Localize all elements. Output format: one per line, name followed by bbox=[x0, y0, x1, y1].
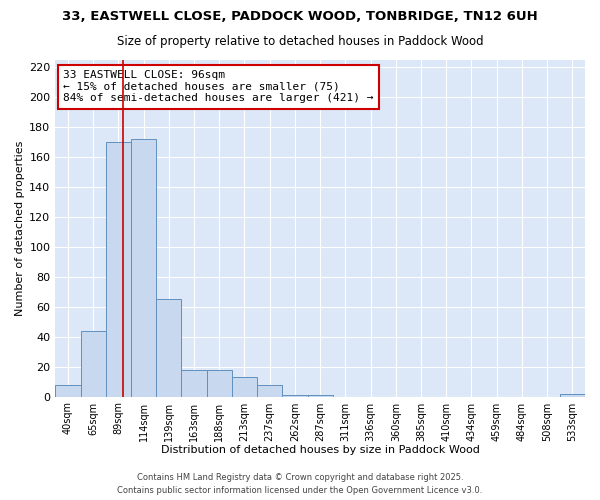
X-axis label: Distribution of detached houses by size in Paddock Wood: Distribution of detached houses by size … bbox=[161, 445, 479, 455]
Bar bbox=[156, 300, 181, 396]
Bar bbox=[55, 384, 80, 396]
Bar bbox=[181, 370, 206, 396]
Bar bbox=[106, 142, 131, 396]
Text: 33, EASTWELL CLOSE, PADDOCK WOOD, TONBRIDGE, TN12 6UH: 33, EASTWELL CLOSE, PADDOCK WOOD, TONBRI… bbox=[62, 10, 538, 23]
Y-axis label: Number of detached properties: Number of detached properties bbox=[15, 140, 25, 316]
Bar bbox=[283, 395, 308, 396]
Text: Contains HM Land Registry data © Crown copyright and database right 2025.
Contai: Contains HM Land Registry data © Crown c… bbox=[118, 474, 482, 495]
Text: Size of property relative to detached houses in Paddock Wood: Size of property relative to detached ho… bbox=[116, 35, 484, 48]
Bar bbox=[131, 140, 156, 396]
Bar bbox=[80, 331, 106, 396]
Bar bbox=[308, 395, 333, 396]
Bar bbox=[206, 370, 232, 396]
Text: 33 EASTWELL CLOSE: 96sqm
← 15% of detached houses are smaller (75)
84% of semi-d: 33 EASTWELL CLOSE: 96sqm ← 15% of detach… bbox=[63, 70, 374, 103]
Bar bbox=[257, 384, 283, 396]
Bar bbox=[232, 377, 257, 396]
Bar bbox=[560, 394, 585, 396]
